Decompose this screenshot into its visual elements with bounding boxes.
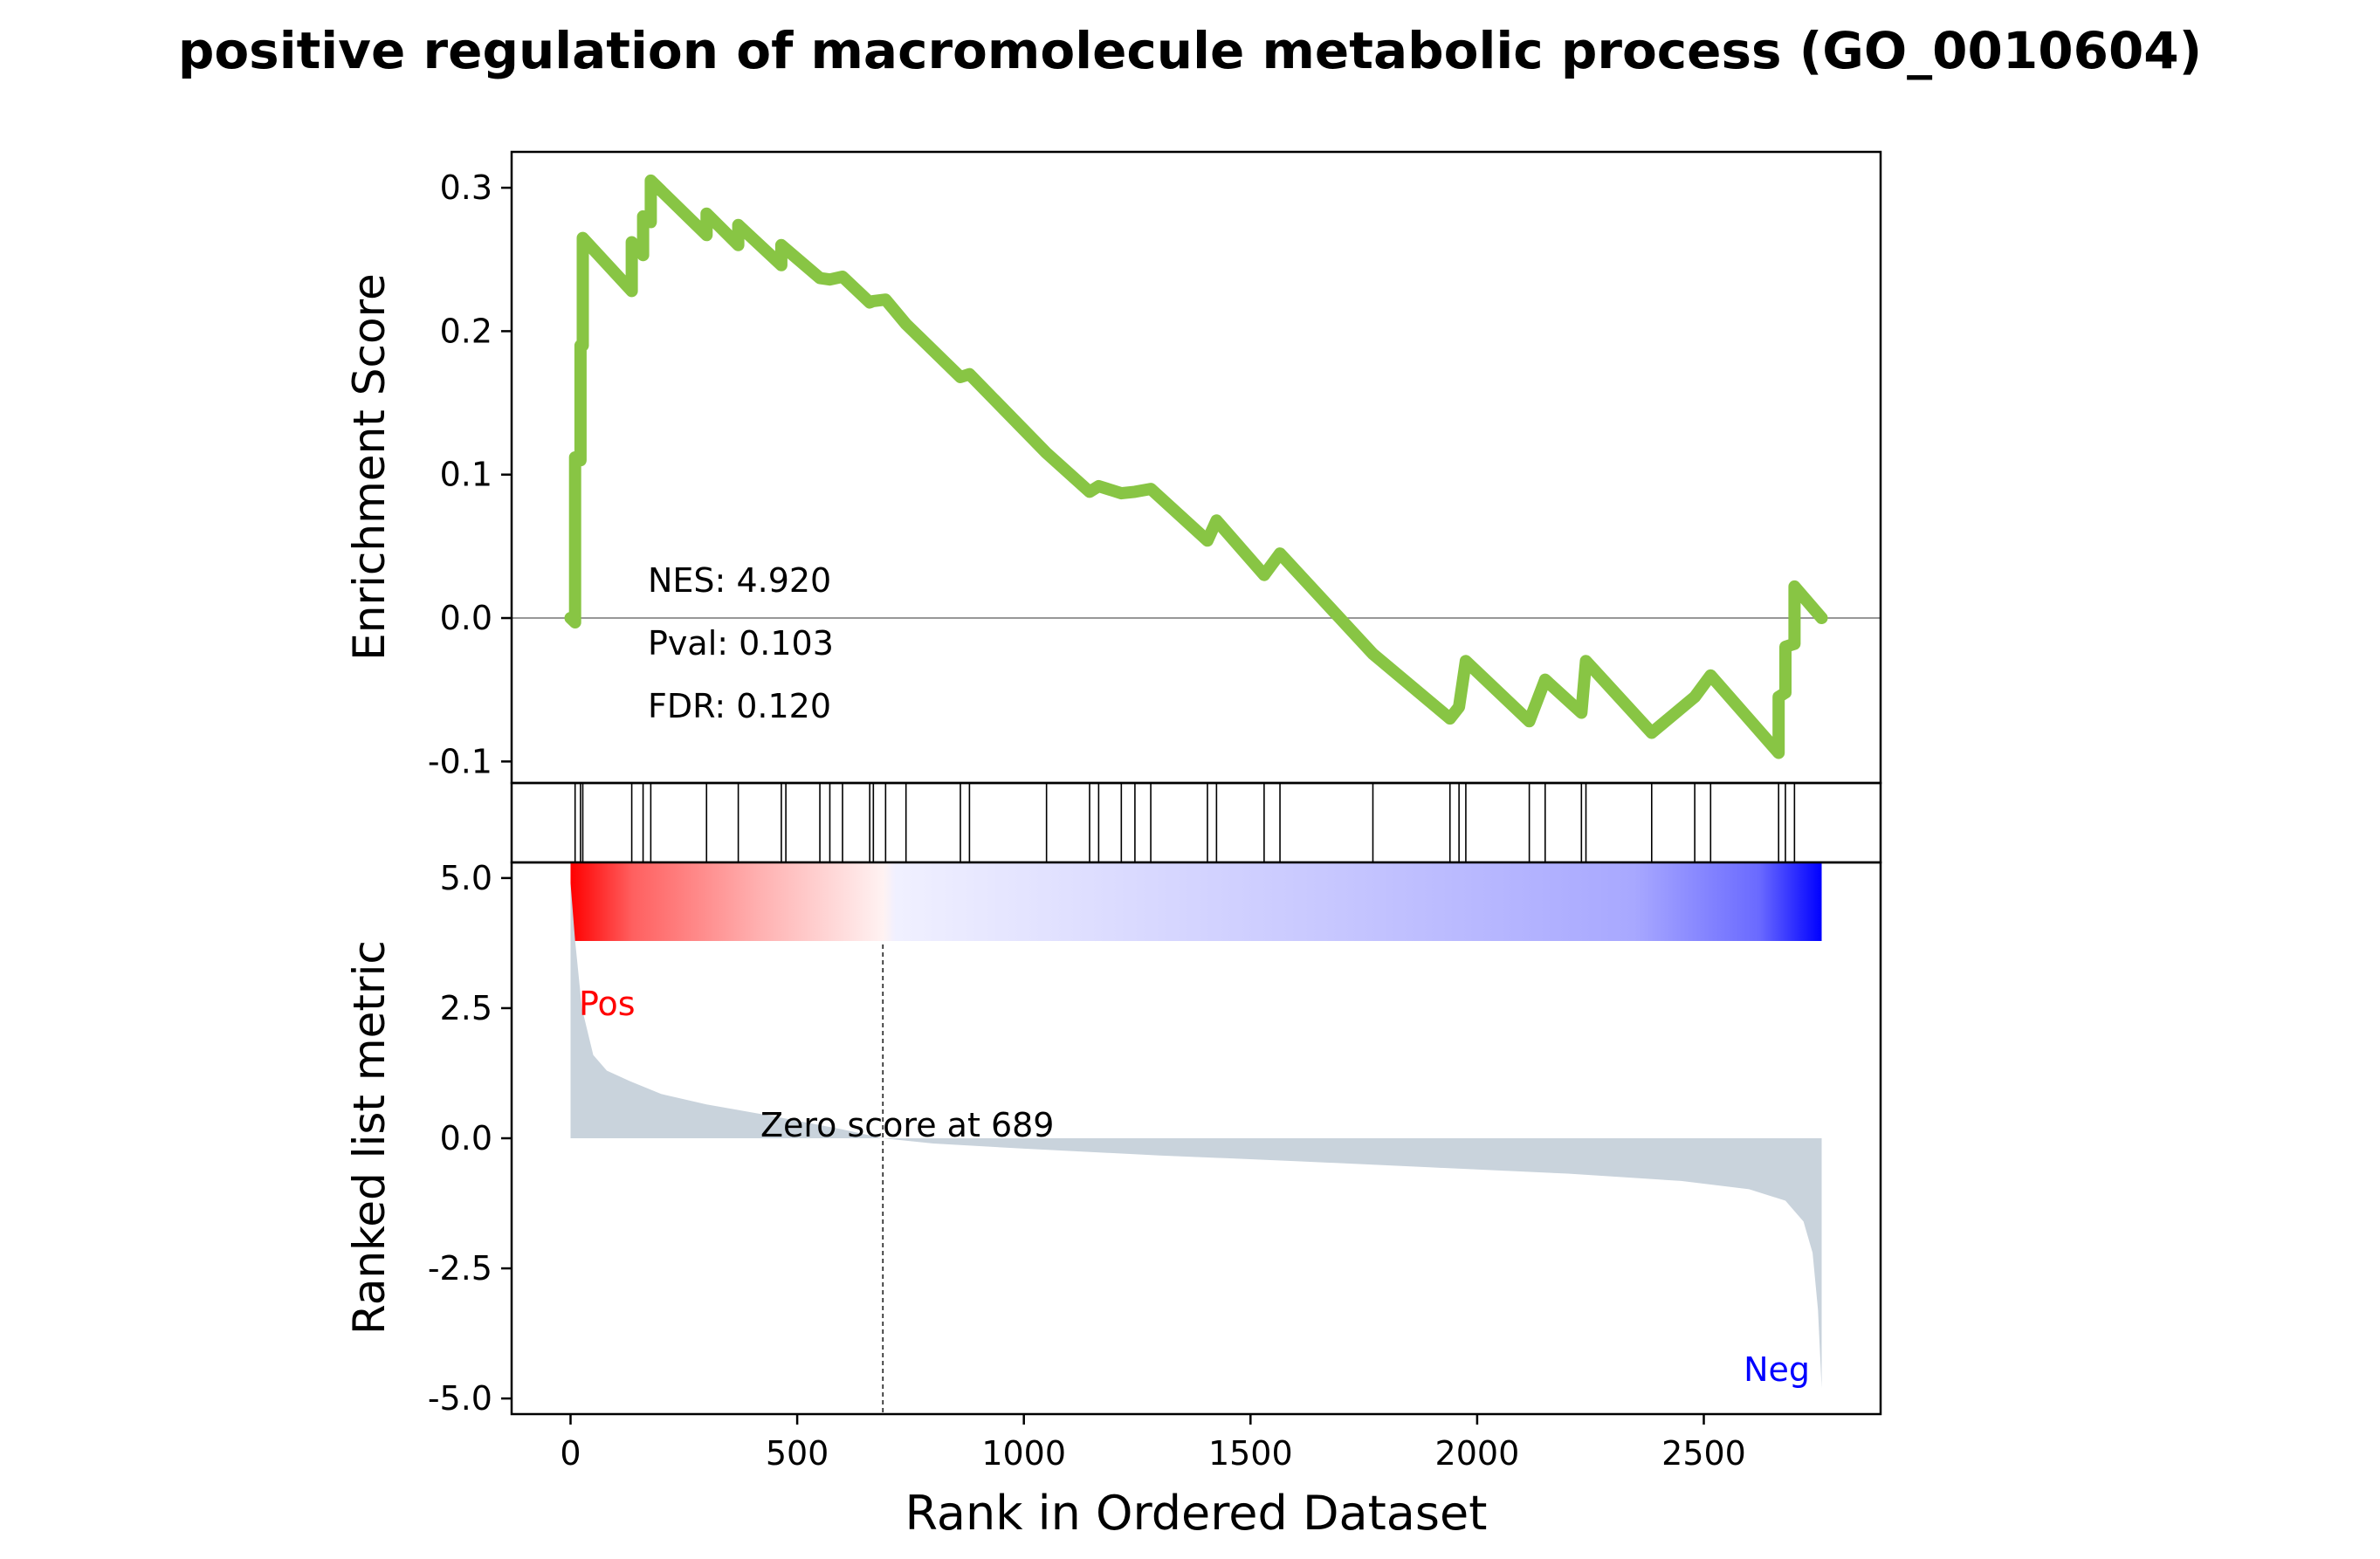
ranked-metric-area xyxy=(570,883,1822,1389)
pos-label: Pos xyxy=(579,985,636,1023)
pval-stat: Pval: 0.103 xyxy=(648,624,834,663)
rank-color-bar xyxy=(570,862,1822,941)
rm-y-axis-label: Ranked list metric xyxy=(344,940,395,1335)
es-y-tick-label: 0.1 xyxy=(440,456,492,494)
es-y-ticks: -0.1 0.0 0.1 0.2 0.3 xyxy=(428,168,512,780)
x-tick-label: 1500 xyxy=(1208,1434,1293,1473)
fdr-stat: FDR: 0.120 xyxy=(648,687,831,725)
rm-y-tick-label: -2.5 xyxy=(428,1249,492,1288)
rm-y-tick-label: 0.0 xyxy=(440,1119,492,1157)
ranked-metric-panel: Zero score at 689 Pos Neg -5.0 -2.5 0.0 2.5… xyxy=(344,859,1882,1418)
es-y-tick-label: 0.0 xyxy=(440,599,492,637)
rm-y-tick-label: -5.0 xyxy=(428,1379,492,1418)
x-tick-label: 2000 xyxy=(1435,1434,1520,1473)
x-axis-ticks: 0 500 1000 1500 2000 2500 xyxy=(560,1414,1746,1473)
x-tick-label: 1000 xyxy=(981,1434,1066,1473)
rm-y-tick-label: 5.0 xyxy=(440,859,492,897)
hits-axes-frame xyxy=(510,781,1882,864)
gene-hit-ticks xyxy=(574,783,1796,862)
enrichment-score-line xyxy=(564,174,1828,759)
neg-label: Neg xyxy=(1744,1350,1810,1389)
x-axis-label: Rank in Ordered Dataset xyxy=(905,1486,1488,1541)
x-tick-label: 2500 xyxy=(1661,1434,1746,1473)
es-y-axis-label: Enrichment Score xyxy=(344,273,395,661)
zero-score-label: Zero score at 689 xyxy=(760,1106,1055,1144)
rm-y-tick-label: 2.5 xyxy=(440,989,492,1027)
es-y-tick-label: -0.1 xyxy=(428,742,492,780)
enrichment-stats: NES: 4.920 Pval: 0.103 FDR: 0.120 xyxy=(648,561,834,725)
x-tick-label: 500 xyxy=(766,1434,829,1473)
chart-title: positive regulation of macromolecule met… xyxy=(178,21,2202,80)
es-y-tick-label: 0.3 xyxy=(440,168,492,207)
x-tick-label: 0 xyxy=(560,1434,581,1473)
nes-stat: NES: 4.920 xyxy=(648,561,831,600)
gene-hits-panel xyxy=(510,781,1882,864)
es-y-tick-label: 0.2 xyxy=(440,312,492,350)
enrichment-score-panel: NES: 4.920 Pval: 0.103 FDR: 0.120 -0.1 0.… xyxy=(344,150,1882,785)
rm-y-ticks: -5.0 -2.5 0.0 2.5 5.0 xyxy=(428,859,512,1418)
enrichment-score-line-group xyxy=(564,174,1828,759)
